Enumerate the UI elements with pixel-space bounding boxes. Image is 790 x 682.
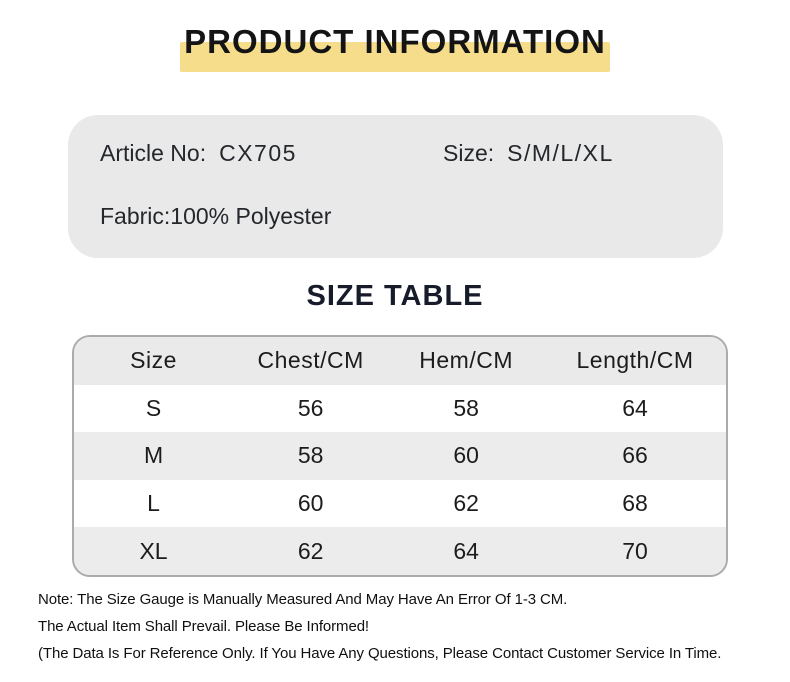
size-value: S/M/L/XL bbox=[507, 140, 614, 166]
size-table: Size Chest/CM Hem/CM Length/CM S 56 58 6… bbox=[72, 335, 728, 577]
cell-hem: 60 bbox=[453, 442, 479, 469]
article-no-field: Article No: CX705 bbox=[100, 140, 297, 167]
cell-length: 64 bbox=[622, 394, 648, 421]
title-highlight-bar bbox=[180, 42, 610, 72]
table-row-xl: XL 62 64 70 bbox=[74, 527, 726, 575]
size-table-header-row: Size Chest/CM Hem/CM Length/CM bbox=[74, 337, 726, 385]
cell-chest: 58 bbox=[297, 442, 324, 469]
cell-size: L bbox=[147, 490, 160, 517]
note-line-3: (The Data Is For Reference Only. If You … bbox=[38, 645, 722, 662]
table-row-m: M 58 60 66 bbox=[74, 432, 726, 480]
column-header-size: Size bbox=[130, 347, 177, 374]
size-label: Size: bbox=[443, 140, 495, 166]
cell-chest: 60 bbox=[297, 490, 324, 517]
notes-section: Note: The Size Gauge is Manually Measure… bbox=[38, 586, 721, 667]
cell-chest: 62 bbox=[297, 537, 324, 564]
page-title: PRODUCT INFORMATION bbox=[184, 23, 606, 60]
cell-hem: 58 bbox=[453, 394, 479, 421]
column-header-length: Length/CM bbox=[576, 347, 694, 374]
cell-size: S bbox=[145, 394, 162, 421]
cell-length: 70 bbox=[622, 537, 648, 564]
column-header-hem: Hem/CM bbox=[419, 347, 514, 374]
cell-hem: 62 bbox=[453, 490, 479, 517]
table-row-s: S 56 58 64 bbox=[74, 384, 726, 433]
product-info-card: Article No: CX705 Size: S/M/L/XL Fabric:10… bbox=[68, 115, 723, 258]
note-line-1: Note: The Size Gauge is Manually Measure… bbox=[38, 591, 568, 608]
article-no-label: Article No: bbox=[100, 140, 207, 166]
fabric-field: Fabric:100% Polyester bbox=[100, 203, 332, 229]
cell-chest: 56 bbox=[297, 394, 324, 421]
cell-size: M bbox=[143, 442, 164, 469]
size-field: Size: S/M/L/XL bbox=[443, 140, 614, 167]
table-row-l: L 60 62 68 bbox=[74, 479, 726, 528]
cell-length: 66 bbox=[622, 442, 648, 469]
article-no-value: CX705 bbox=[219, 140, 297, 166]
size-table-title: SIZE TABLE bbox=[306, 280, 484, 312]
cell-size: XL bbox=[139, 537, 168, 564]
note-line-2: The Actual Item Shall Prevail. Please Be… bbox=[38, 618, 369, 635]
cell-hem: 64 bbox=[453, 537, 479, 564]
column-header-chest: Chest/CM bbox=[257, 347, 364, 374]
cell-length: 68 bbox=[622, 490, 648, 517]
